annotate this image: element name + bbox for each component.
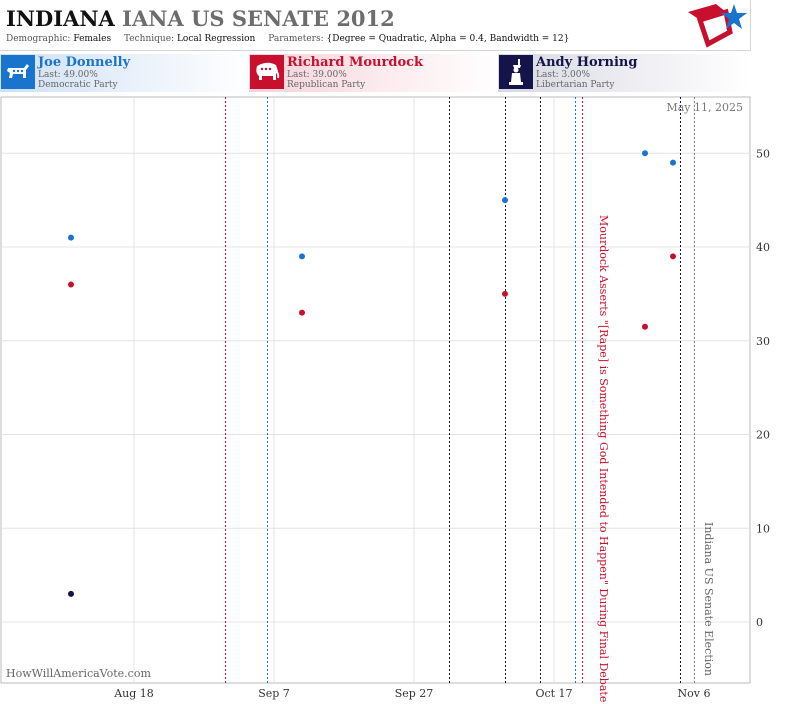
y-tick-label: 20 bbox=[756, 429, 770, 442]
watermark: HowWillAmericaVote.com bbox=[6, 667, 151, 680]
data-point bbox=[299, 309, 305, 316]
plot-area bbox=[0, 96, 751, 684]
title-race: IANA US SENATE 2012 bbox=[122, 6, 395, 31]
data-point bbox=[670, 253, 676, 260]
elephant-icon bbox=[250, 55, 284, 89]
data-point bbox=[502, 290, 508, 297]
data-point bbox=[299, 253, 305, 260]
candidate-last: Last: 39.00% bbox=[287, 70, 347, 80]
statue-of-liberty-icon bbox=[499, 55, 533, 89]
candidate-name: Andy Horning bbox=[536, 55, 638, 70]
candidate-card-horning: Andy Horning Last: 3.00% Libertarian Par… bbox=[498, 54, 748, 92]
candidate-last: Last: 3.00% bbox=[536, 70, 591, 80]
data-point bbox=[68, 281, 74, 288]
x-tick-label: Aug 18 bbox=[113, 687, 154, 700]
site-logo bbox=[688, 4, 747, 48]
y-tick-label: 40 bbox=[756, 241, 770, 254]
candidate-last: Last: 49.00% bbox=[38, 70, 98, 80]
candidate-name: Joe Donnelly bbox=[38, 55, 131, 70]
data-point bbox=[68, 234, 74, 241]
data-point bbox=[68, 590, 74, 597]
candidate-card-mourdock: Richard Mourdock Last: 39.00% Republican… bbox=[249, 54, 497, 92]
demographic-label: Demographic: bbox=[6, 34, 71, 44]
parameters-line: Demographic: Females Technique: Local Re… bbox=[6, 34, 569, 44]
x-tick-label: Nov 6 bbox=[678, 687, 711, 700]
annotation-label: Mourdock Asserts "[Rape] is Something Go… bbox=[597, 215, 610, 702]
annotation-label: Indiana US Senate Election bbox=[702, 522, 715, 676]
chart-header: INDIANA IANA US SENATE 2012 Demographic:… bbox=[0, 0, 751, 51]
data-point bbox=[642, 150, 648, 157]
title-state: INDIANA bbox=[6, 6, 115, 31]
data-point bbox=[502, 197, 508, 204]
x-tick-label: Oct 17 bbox=[535, 687, 572, 700]
data-point bbox=[642, 323, 648, 330]
y-tick-label: 10 bbox=[756, 522, 770, 535]
y-tick-label: 0 bbox=[756, 616, 763, 629]
candidate-party: Libertarian Party bbox=[536, 80, 615, 90]
data-point bbox=[670, 159, 676, 166]
donkey-icon bbox=[1, 55, 35, 89]
candidate-card-donnelly: Joe Donnelly Last: 49.00% Democratic Par… bbox=[0, 54, 248, 92]
demographic-value: Females bbox=[73, 34, 112, 44]
technique-label: Technique: bbox=[124, 34, 175, 44]
parameters-value: {Degree = Quadratic, Alpha = 0.4, Bandwi… bbox=[326, 34, 570, 44]
candidate-name: Richard Mourdock bbox=[287, 55, 424, 70]
parameters-label: Parameters: bbox=[268, 34, 324, 44]
date-stamp: May 11, 2025 bbox=[666, 101, 743, 114]
x-tick-label: Sep 7 bbox=[258, 687, 290, 700]
candidate-party: Democratic Party bbox=[38, 80, 118, 90]
y-tick-label: 50 bbox=[756, 147, 770, 160]
y-tick-label: 30 bbox=[756, 335, 770, 348]
technique-value: Local Regression bbox=[176, 34, 256, 44]
x-tick-label: Sep 27 bbox=[395, 687, 434, 700]
chart-title: INDIANA IANA US SENATE 2012 bbox=[6, 6, 395, 31]
candidate-party: Republican Party bbox=[287, 80, 366, 90]
